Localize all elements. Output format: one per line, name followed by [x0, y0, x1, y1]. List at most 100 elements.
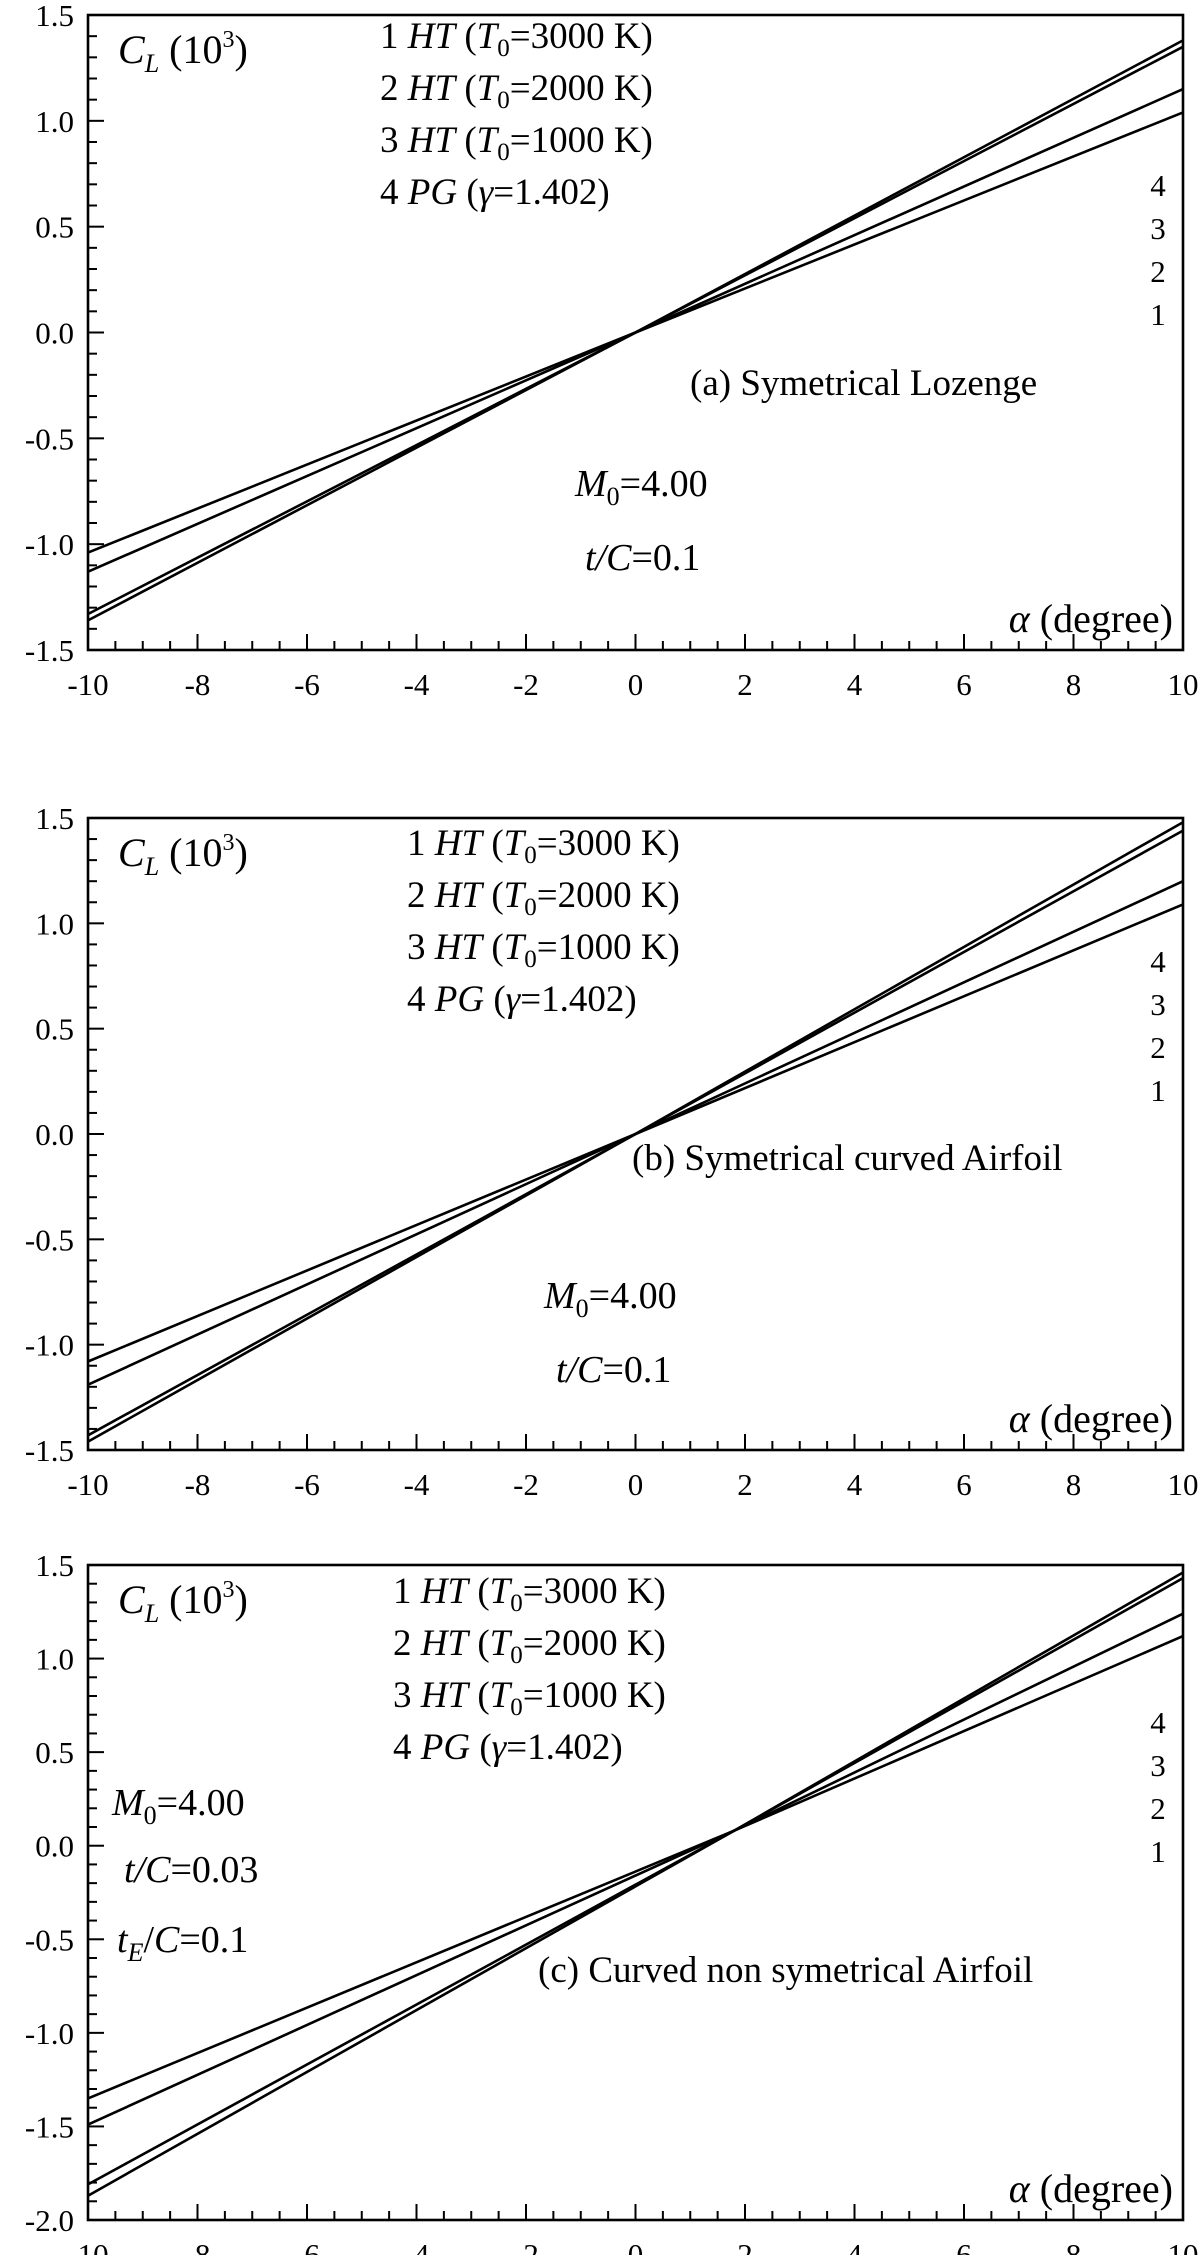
y-tick-label: -1.0 — [25, 1328, 74, 1363]
series-line-4 — [87, 821, 1184, 1443]
y-tick-label: 1.0 — [35, 104, 74, 139]
legend-entry-2: 2 HT (T0=2000 K) — [407, 875, 680, 921]
legend-entry-4: 4 PG (γ=1.402) — [380, 172, 610, 213]
x-tick-label: -6 — [294, 1467, 320, 1502]
curve-label: 4 — [1150, 1705, 1166, 1740]
x-tick-label: -10 — [67, 667, 108, 702]
chart-panel-2: -10 -8 -6 -4 -2 0 2 4 6 8 10 -1.5 -1.0 -0.5 0.0 0.5 1.0 1… — [25, 801, 1199, 1502]
x-axis-label: α (degree) — [1009, 2166, 1173, 2211]
x-tick-label: 2 — [737, 2237, 753, 2255]
y-tick-label: -1.5 — [25, 1433, 74, 1468]
y-tick-label: -1.0 — [25, 2016, 74, 2051]
x-tick-label: 10 — [1168, 2237, 1199, 2255]
curve-label: 2 — [1150, 1791, 1166, 1826]
y-axis-label: CL (103) — [118, 1577, 248, 1628]
x-tick-label: -2 — [513, 667, 539, 702]
legend-entry-3: 3 HT (T0=1000 K) — [393, 1675, 666, 1721]
x-tick-label: 6 — [956, 1467, 972, 1502]
x-tick-label: -4 — [404, 2237, 430, 2255]
x-tick-label: 10 — [1168, 1467, 1199, 1502]
series-line-4 — [87, 39, 1184, 622]
annotation: t/C=0.03 — [124, 1849, 258, 1891]
legend-entry-3: 3 HT (T0=1000 K) — [380, 120, 653, 166]
y-tick-label: 0.0 — [35, 1829, 74, 1864]
legend-entry-1: 1 HT (T0=3000 K) — [380, 16, 653, 62]
y-tick-label: -1.5 — [25, 2109, 74, 2144]
x-tick-label: -10 — [67, 1467, 108, 1502]
x-tick-label: 2 — [737, 667, 753, 702]
x-tick-label: -6 — [294, 2237, 320, 2255]
x-tick-label: 8 — [1066, 667, 1082, 702]
y-tick-label: -2.0 — [25, 2203, 74, 2238]
series-line-4 — [87, 1571, 1184, 2197]
chart-panel-1: -10 -8 -6 -4 -2 0 2 4 6 8 10 -1.5 -1.0 -0.5 0.0 0.5 1.0 1… — [25, 0, 1199, 702]
y-axis-label: CL (103) — [118, 830, 248, 881]
x-tick-label: 8 — [1066, 1467, 1082, 1502]
annotation: M0=4.00 — [574, 463, 708, 511]
y-tick-label: 1.5 — [35, 0, 74, 33]
y-tick-label: 0.0 — [35, 316, 74, 351]
legend-entry-4: 4 PG (γ=1.402) — [393, 1727, 623, 1768]
x-tick-label: 0 — [628, 667, 644, 702]
y-tick-label: 0.0 — [35, 1117, 74, 1152]
x-tick-label: 8 — [1066, 2237, 1082, 2255]
y-axis-label: CL (103) — [118, 27, 248, 78]
x-tick-label: -10 — [67, 2237, 108, 2255]
curve-label: 3 — [1150, 211, 1166, 246]
legend-entry-1: 1 HT (T0=3000 K) — [407, 823, 680, 869]
curve-label: 1 — [1150, 297, 1166, 332]
x-tick-label: -4 — [404, 1467, 430, 1502]
annotation: M0=4.00 — [111, 1782, 245, 1830]
annotation: t/C=0.1 — [585, 537, 700, 579]
x-tick-label: 6 — [956, 667, 972, 702]
y-tick-label: 1.5 — [35, 1548, 74, 1583]
x-tick-label: -2 — [513, 2237, 539, 2255]
x-axis-label: α (degree) — [1009, 1396, 1173, 1441]
x-tick-label: 2 — [737, 1467, 753, 1502]
chart-panel-3: -10 -8 -6 -4 -2 0 2 4 6 8 10 -2.0 -1.5 -1.0 -0.5 0.0 0.5… — [25, 1548, 1199, 2255]
x-tick-label: 0 — [628, 2237, 644, 2255]
panel-title: (c) Curved non symetrical Airfoil — [538, 1950, 1033, 1991]
y-tick-label: 0.5 — [35, 1012, 74, 1047]
annotation: M0=4.00 — [543, 1275, 677, 1323]
legend-entry-4: 4 PG (γ=1.402) — [407, 979, 637, 1020]
y-tick-label: 0.5 — [35, 210, 74, 245]
legend-entry-2: 2 HT (T0=2000 K) — [393, 1623, 666, 1669]
legend-entry-3: 3 HT (T0=1000 K) — [407, 927, 680, 973]
curve-label: 3 — [1150, 987, 1166, 1022]
annotation: tE/C=0.1 — [117, 1919, 248, 1967]
y-tick-label: -0.5 — [25, 1922, 74, 1957]
x-tick-label: -8 — [185, 667, 211, 702]
legend-entry-2: 2 HT (T0=2000 K) — [380, 68, 653, 114]
curve-label: 4 — [1150, 944, 1166, 979]
x-tick-label: 10 — [1168, 667, 1199, 702]
curve-label: 1 — [1150, 1834, 1166, 1869]
y-tick-label: 0.5 — [35, 1735, 74, 1770]
curve-label: 3 — [1150, 1748, 1166, 1783]
x-tick-label: -6 — [294, 667, 320, 702]
curve-label: 1 — [1150, 1073, 1166, 1108]
x-tick-label: -4 — [404, 667, 430, 702]
y-tick-label: 1.0 — [35, 906, 74, 941]
panel-title: (a) Symetrical Lozenge — [690, 363, 1037, 404]
x-axis-label: α (degree) — [1009, 596, 1173, 641]
x-tick-label: 6 — [956, 2237, 972, 2255]
x-tick-label: 4 — [847, 667, 863, 702]
legend-entry-1: 1 HT (T0=3000 K) — [393, 1571, 666, 1617]
curve-label: 2 — [1150, 254, 1166, 289]
x-tick-label: -2 — [513, 1467, 539, 1502]
y-tick-label: -0.5 — [25, 421, 74, 456]
annotation: t/C=0.1 — [556, 1349, 671, 1391]
x-tick-label: -8 — [185, 1467, 211, 1502]
x-tick-label: 0 — [628, 1467, 644, 1502]
x-tick-label: 4 — [847, 2237, 863, 2255]
y-tick-label: -0.5 — [25, 1222, 74, 1257]
y-tick-label: -1.0 — [25, 527, 74, 562]
y-tick-label: 1.0 — [35, 1642, 74, 1677]
curve-label: 2 — [1150, 1030, 1166, 1065]
x-tick-label: 4 — [847, 1467, 863, 1502]
panel-title: (b) Symetrical curved Airfoil — [632, 1138, 1063, 1179]
y-tick-label: -1.5 — [25, 633, 74, 668]
curve-label: 4 — [1150, 168, 1166, 203]
